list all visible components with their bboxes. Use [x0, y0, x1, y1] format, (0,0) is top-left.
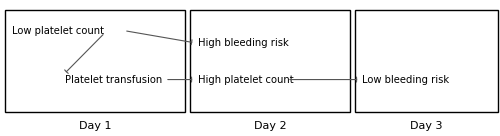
Text: Low platelet count: Low platelet count — [12, 26, 104, 36]
Text: Platelet transfusion: Platelet transfusion — [65, 75, 162, 85]
Text: Day 3: Day 3 — [410, 121, 442, 132]
Text: Low bleeding risk: Low bleeding risk — [362, 75, 450, 85]
Text: Day 1: Day 1 — [79, 121, 111, 132]
Bar — [355, 10, 498, 112]
Text: Day 2: Day 2 — [254, 121, 286, 132]
Bar — [190, 10, 350, 112]
Text: High platelet count: High platelet count — [198, 75, 293, 85]
Text: High bleeding risk: High bleeding risk — [198, 38, 288, 48]
Bar — [5, 10, 185, 112]
